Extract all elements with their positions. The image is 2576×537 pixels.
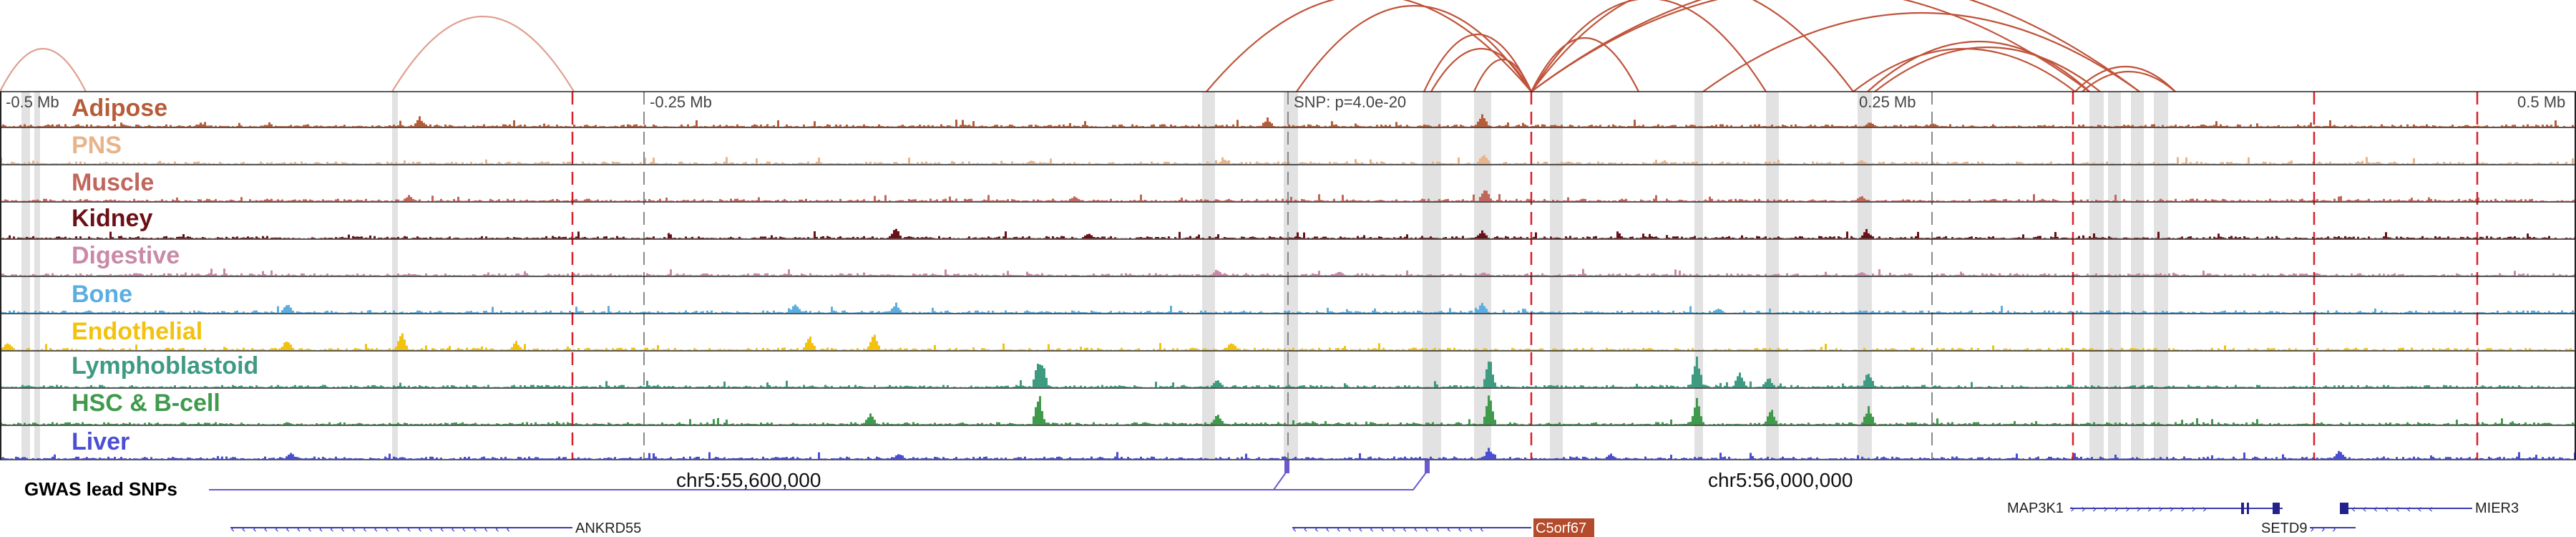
exon-block — [2247, 503, 2249, 514]
interaction-arc — [1853, 47, 2076, 92]
track-label-endothelial: Endothelial — [72, 318, 203, 345]
coordinate-label-1: chr5:55,600,000 — [676, 469, 821, 491]
interaction-arc — [1531, 0, 2090, 92]
exon-block — [2241, 503, 2244, 514]
gene-label-mier3: MIER3 — [2475, 500, 2519, 516]
scale-label-minus-0-5mb: -0.5 Mb — [6, 93, 59, 111]
gwas-lead-snps-label: GWAS lead SNPs — [24, 478, 177, 500]
interaction-arc — [0, 48, 87, 92]
strand-arrows-icon: ››››››››››››› — [2070, 502, 2213, 516]
interaction-arc — [1874, 46, 2101, 92]
strand-arrows-icon: ‹‹‹‹‹‹‹‹‹‹‹‹‹‹‹‹‹‹‹‹‹‹‹‹‹‹ — [230, 522, 517, 536]
gene-highlight-box — [1533, 518, 1594, 537]
gene-annotation-row: ‹‹‹‹‹‹‹‹‹‹‹‹‹‹‹‹‹‹‹‹‹‹‹‹‹‹ ANKRD55 ‹‹‹‹‹… — [230, 500, 2519, 537]
snp-pvalue-label: SNP: p=4.0e-20 — [1294, 93, 1406, 111]
gene-ankrd55[interactable]: ‹‹‹‹‹‹‹‹‹‹‹‹‹‹‹‹‹‹‹‹‹‹‹‹‹‹ ANKRD55 — [230, 521, 641, 536]
interaction-arc — [1430, 47, 1532, 92]
gene-map3k1[interactable]: MAP3K1 ››››››››››››› — [2007, 500, 2283, 516]
strand-arrows-icon: ››› — [2310, 522, 2343, 536]
gene-label-setd9: SETD9 — [2261, 521, 2307, 536]
interaction-arc — [1423, 34, 1532, 92]
gene-label-map3k1: MAP3K1 — [2007, 500, 2064, 516]
interaction-arc — [1531, 37, 1639, 92]
track-labels: Adipose PNS Muscle Kidney Digestive Bone… — [72, 95, 258, 455]
track-label-pns: PNS — [72, 132, 122, 159]
scale-label-minus-0-25mb: -0.25 Mb — [650, 93, 712, 111]
signal-track-endothelial — [0, 333, 2576, 350]
region-gridlines — [571, 92, 2479, 460]
gwas-snp-marker-2 — [1425, 460, 1430, 473]
interaction-arc — [1296, 5, 1532, 92]
track-label-hsc-b-cell: HSC & B-cell — [72, 390, 220, 417]
interaction-arc — [1867, 40, 2090, 92]
interaction-arc — [1702, 12, 2140, 92]
interaction-arcs — [0, 0, 2176, 92]
interaction-arc — [1531, 0, 1854, 92]
gwas-snp-marker-1 — [1284, 460, 1289, 473]
signal-track-kidney — [0, 228, 2576, 238]
gene-label-c5orf67: C5orf67 — [1536, 521, 1586, 536]
signal-track-muscle — [0, 190, 2576, 201]
strand-arrows-icon: ‹‹‹‹‹‹‹‹ — [2351, 502, 2439, 516]
track-label-kidney: Kidney — [72, 205, 152, 232]
exon-block — [2340, 503, 2348, 514]
track-label-lymphoblastoid: Lymphoblastoid — [72, 352, 258, 379]
gene-setd9[interactable]: SETD9 ››› — [2261, 521, 2356, 536]
gene-c5orf67[interactable]: ‹‹‹‹‹‹‹‹‹‹‹‹‹‹‹‹‹‹ C5orf67 — [1292, 518, 1594, 537]
track-label-digestive: Digestive — [72, 242, 180, 269]
scale-label-0-5mb: 0.5 Mb — [2517, 93, 2565, 111]
signal-track-bone — [0, 302, 2576, 313]
track-label-liver: Liver — [72, 428, 130, 455]
gene-mier3[interactable]: ‹‹‹‹‹‹‹‹ MIER3 — [2340, 500, 2519, 516]
strand-arrows-icon: ‹‹‹‹‹‹‹‹‹‹‹‹‹‹‹‹‹‹ — [1292, 522, 1491, 536]
tracks-frame — [0, 91, 2576, 460]
interaction-arc — [1206, 0, 1532, 92]
interaction-arc — [391, 16, 575, 92]
exon-block — [2273, 503, 2280, 514]
gene-label-ankrd55: ANKRD55 — [575, 521, 641, 536]
interaction-arc — [1531, 0, 2140, 92]
interaction-arc — [1473, 59, 1533, 92]
interaction-arc — [1531, 0, 1767, 92]
interaction-arc — [2082, 71, 2176, 92]
gwas-connector-line — [209, 472, 1427, 490]
signal-track-liver — [0, 448, 2576, 459]
interaction-arc — [2074, 65, 2176, 92]
scale-label-0-25mb: 0.25 Mb — [1859, 93, 1916, 111]
track-label-muscle: Muscle — [72, 169, 154, 196]
track-label-bone: Bone — [72, 281, 132, 308]
signal-track-digestive — [0, 268, 2576, 276]
track-label-adipose: Adipose — [72, 95, 167, 122]
coordinate-label-2: chr5:56,000,000 — [1708, 469, 1853, 491]
